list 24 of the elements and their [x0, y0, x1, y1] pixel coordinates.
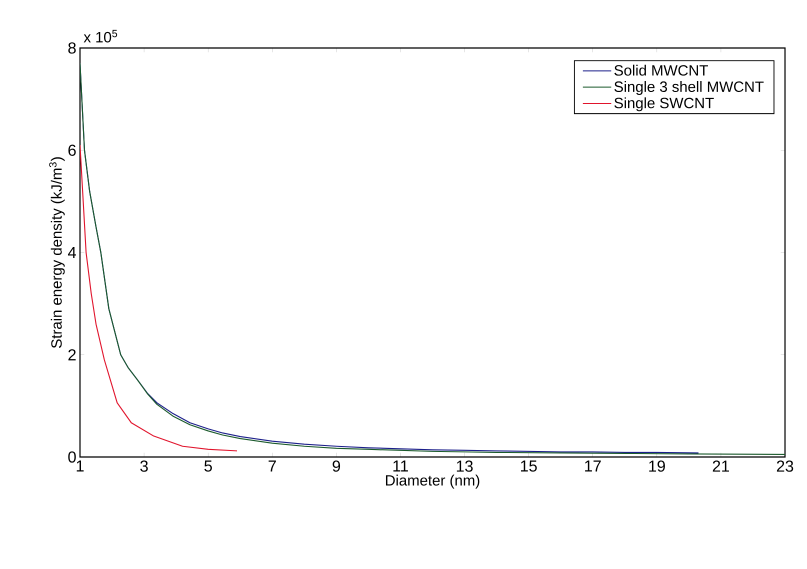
x-tick-label: 19	[649, 460, 665, 472]
y-axis-title: Strain energy density (kJ/m$^{3}$)	[49, 157, 65, 348]
line-series	[80, 144, 238, 452]
x-tick-label: 23	[776, 460, 794, 472]
x-tick-label: 3	[140, 460, 148, 472]
x-tick-label: 21	[712, 460, 729, 472]
legend-label: Single SWCNT	[614, 97, 714, 112]
x-tick-label: 13	[456, 460, 473, 472]
x-axis-title: Diameter (nm)	[386, 474, 480, 489]
text: x 10$^{5}$	[84, 30, 118, 42]
y-tick-label: 2	[68, 349, 76, 360]
y-tick-label: 8	[68, 42, 76, 54]
x-tick-label: 1	[76, 460, 84, 472]
x-tick-label: 15	[520, 460, 537, 472]
x-tick-label: 11	[393, 460, 408, 472]
x-tick-label: 9	[332, 460, 340, 472]
y-tick-label: 0	[68, 451, 76, 463]
x-tick-label: 17	[585, 460, 601, 472]
x-tick-label: 5	[204, 460, 212, 472]
legend-label: Single 3 shell MWCNT	[614, 81, 764, 95]
x-tick-label: 7	[268, 460, 276, 472]
legend-label: Solid MWCNT	[614, 64, 708, 76]
y-tick-label: 6	[68, 144, 76, 156]
y-tick-label: 4	[68, 247, 76, 258]
